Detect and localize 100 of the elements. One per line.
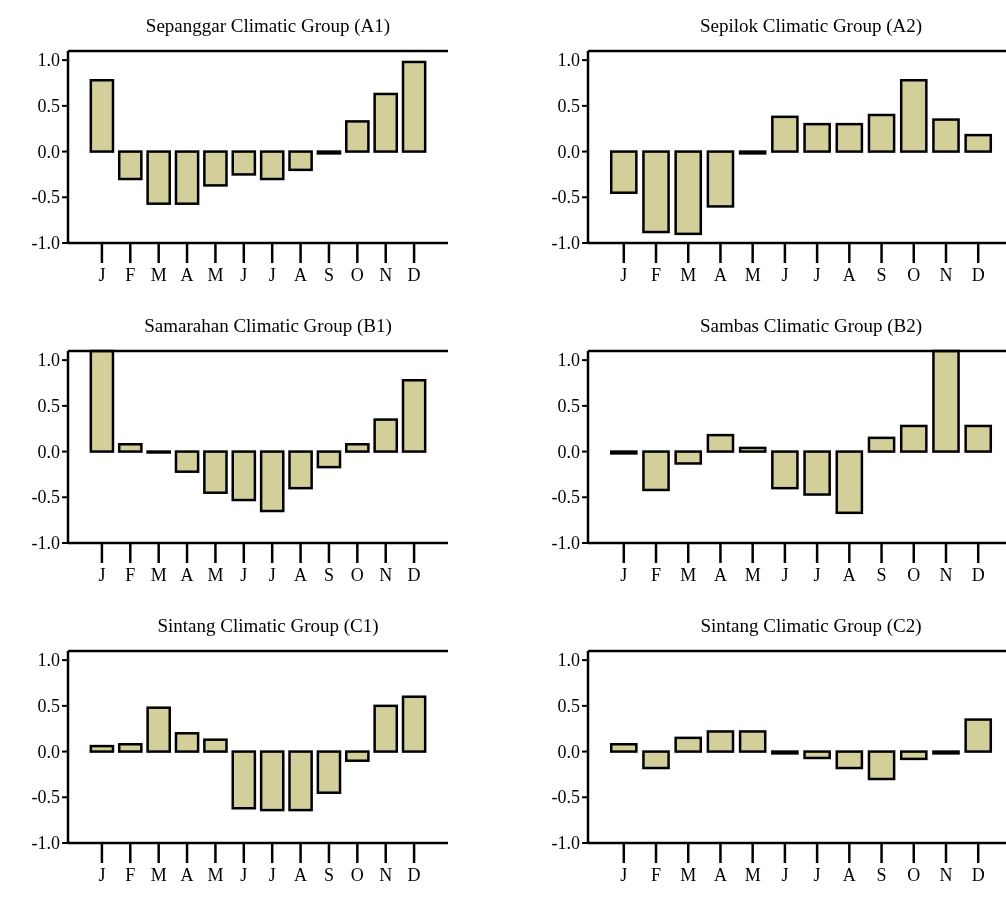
bar	[803, 450, 831, 496]
bar	[203, 738, 228, 753]
x-tick-label: A	[180, 565, 194, 585]
x-tick-label: M	[207, 265, 224, 285]
bar	[642, 150, 670, 234]
y-tick-label: -1.0	[31, 233, 60, 253]
y-tick-label: 0.0	[37, 441, 60, 462]
x-tick-label: O	[350, 865, 364, 885]
bar	[288, 450, 313, 490]
y-tick-label: 0.5	[37, 695, 60, 716]
x-tick-label: J	[98, 865, 106, 885]
x-tick-label: S	[876, 865, 887, 885]
x-tick-label: O	[907, 565, 921, 585]
bar	[835, 750, 864, 770]
x-tick-label: J	[813, 565, 821, 585]
x-tick-label: M	[150, 265, 167, 285]
bar	[146, 706, 171, 753]
bar	[174, 732, 200, 753]
y-tick-label: -0.5	[551, 787, 580, 808]
bar	[738, 730, 767, 753]
x-tick-label: A	[180, 265, 194, 285]
x-tick-label: S	[323, 865, 334, 885]
bar	[899, 79, 928, 153]
bar	[674, 450, 703, 465]
y-tick-label: -1.0	[551, 833, 580, 853]
bar	[259, 750, 285, 812]
bar	[231, 750, 257, 810]
x-tick-label: A	[180, 865, 194, 885]
x-tick-label: F	[651, 565, 662, 585]
x-tick-label: M	[680, 265, 697, 285]
x-tick-label: A	[713, 565, 727, 585]
y-tick-label: -1.0	[31, 533, 60, 553]
chart-title: Sepanggar Climatic Group (A1)	[145, 15, 391, 37]
y-tick-label: -1.0	[31, 833, 60, 853]
x-tick-label: N	[939, 865, 953, 885]
y-tick-label: 0.0	[37, 741, 60, 762]
bar	[932, 118, 960, 153]
bar	[401, 695, 427, 753]
x-tick-label: N	[939, 265, 953, 285]
y-tick-label: -0.5	[31, 187, 60, 208]
x-tick-label: N	[379, 565, 393, 585]
chart-title: Sepilok Climatic Group (A2)	[699, 15, 923, 37]
x-tick-label: O	[350, 565, 364, 585]
y-tick-label: 1.0	[37, 350, 60, 371]
bar	[345, 443, 370, 453]
bar	[899, 424, 928, 453]
x-tick-label: D	[407, 865, 421, 885]
y-tick-label: -0.5	[31, 787, 60, 808]
x-tick-label: S	[323, 265, 334, 285]
x-tick-label: F	[125, 265, 136, 285]
x-tick-label: M	[207, 865, 224, 885]
x-tick-label: J	[620, 865, 628, 885]
bar	[706, 730, 735, 753]
x-tick-label: N	[379, 865, 393, 885]
y-tick-label: -1.0	[551, 533, 580, 553]
bar	[899, 750, 928, 761]
bar	[401, 60, 427, 153]
x-tick-label: M	[680, 865, 697, 885]
bar	[867, 113, 896, 153]
y-tick-label: 0.5	[37, 395, 60, 416]
bar	[738, 446, 767, 453]
bar	[835, 122, 864, 153]
x-tick-label: M	[744, 265, 761, 285]
bar	[345, 750, 370, 762]
y-tick-label: 0.5	[557, 695, 580, 716]
x-tick-label: F	[125, 565, 136, 585]
chart-title: Sambas Climatic Group (B2)	[699, 315, 923, 337]
bar	[203, 150, 228, 187]
y-tick-label: 0.0	[37, 141, 60, 162]
x-tick-label: J	[813, 265, 821, 285]
bar	[117, 443, 143, 453]
bar	[259, 150, 285, 181]
bar	[373, 418, 399, 453]
y-tick-label: 1.0	[557, 350, 580, 371]
x-tick-label: J	[98, 265, 106, 285]
bar	[706, 150, 735, 208]
bar	[316, 450, 342, 469]
x-tick-label: J	[268, 265, 276, 285]
x-tick-label: J	[620, 565, 628, 585]
bar	[867, 436, 896, 453]
y-tick-label: 1.0	[37, 50, 60, 71]
y-tick-label: -0.5	[551, 187, 580, 208]
y-tick-label: 0.5	[37, 95, 60, 116]
x-tick-label: S	[323, 565, 334, 585]
x-tick-label: F	[651, 265, 662, 285]
bar	[316, 750, 342, 794]
x-tick-label: J	[98, 565, 106, 585]
x-tick-label: O	[907, 865, 921, 885]
x-tick-label: J	[781, 265, 789, 285]
y-tick-label: 1.0	[557, 650, 580, 671]
bar	[373, 704, 399, 753]
bar	[203, 450, 228, 494]
x-tick-label: M	[150, 565, 167, 585]
bar	[288, 750, 313, 812]
x-tick-label: M	[207, 565, 224, 585]
y-tick-label: 1.0	[557, 50, 580, 71]
bar	[803, 750, 831, 760]
x-tick-label: A	[294, 565, 308, 585]
bar	[609, 150, 638, 194]
bar	[401, 379, 427, 453]
